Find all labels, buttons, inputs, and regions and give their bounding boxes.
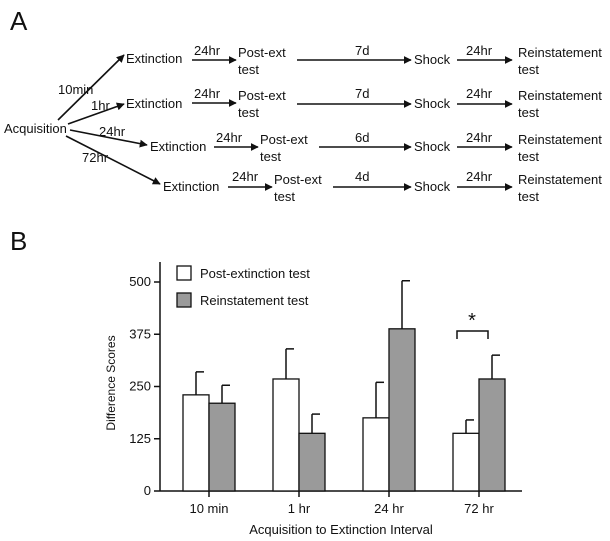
y-tick-label: 500: [129, 274, 151, 289]
wait-label: 7d: [355, 86, 369, 101]
reinstatement-test-label-line2: test: [518, 105, 539, 120]
legend-label-post-extinction: Post-extinction test: [200, 266, 310, 281]
protocol-row-24hr: Extinction 24hr Post-ext test 6d Shock 2…: [150, 130, 602, 164]
protocol-row-1hr: Extinction 24hr Post-ext test 7d Shock 2…: [126, 86, 602, 120]
reinstatement-test-label-line1: Reinstatement: [518, 88, 602, 103]
wait-label: 7d: [355, 43, 369, 58]
x-axis-title: Acquisition to Extinction Interval: [249, 522, 433, 537]
extinction-delay-label: 24hr: [216, 130, 243, 145]
bracket-line: [456, 330, 489, 339]
bar-post-extinction-1: [272, 378, 300, 492]
extinction-delay-label: 24hr: [194, 86, 221, 101]
extinction-label: Extinction: [126, 51, 182, 66]
significance-asterisk: *: [468, 310, 476, 332]
shock-label: Shock: [414, 96, 451, 111]
branch-arrow-10min: [57, 54, 125, 121]
shock-label: Shock: [414, 52, 451, 67]
acquisition-label: Acquisition: [4, 121, 67, 136]
post-ext-test-label-line2: test: [260, 149, 281, 164]
interval-label-10min: 10min: [58, 82, 93, 97]
y-axis-title: Difference Scores: [104, 335, 118, 430]
x-axis-ticks: 10 min 1 hr 24 hr 72 hr: [189, 491, 494, 516]
extinction-label: Extinction: [126, 96, 182, 111]
bar-post-extinction-2: [362, 417, 390, 492]
interval-label-1hr: 1hr: [91, 98, 110, 113]
post-ext-test-label-line1: Post-ext: [274, 172, 322, 187]
bar-reinstatement-2: [388, 328, 416, 492]
x-tick-label: 72 hr: [464, 501, 494, 516]
shock-label: Shock: [414, 179, 451, 194]
extinction-label: Extinction: [150, 139, 206, 154]
interval-label-72hr: 72hr: [82, 150, 109, 165]
extinction-label: Extinction: [163, 179, 219, 194]
post-ext-test-label-line2: test: [238, 105, 259, 120]
x-tick-label: 24 hr: [374, 501, 404, 516]
significance-bracket-72hr: *: [456, 310, 489, 339]
reinstatement-test-label-line1: Reinstatement: [518, 45, 602, 60]
reinstatement-test-label-line1: Reinstatement: [518, 172, 602, 187]
protocol-row-72hr: Extinction 24hr Post-ext test 4d Shock 2…: [163, 169, 602, 204]
extinction-delay-label: 24hr: [232, 169, 259, 184]
protocol-row-10min: Extinction 24hr Post-ext test 7d Shock 2…: [126, 43, 602, 77]
reinstatement-delay-label: 24hr: [466, 169, 493, 184]
reinstatement-test-label-line2: test: [518, 189, 539, 204]
branch-arrow-1hr: [67, 102, 125, 125]
panel-a-label: A: [10, 6, 28, 36]
post-ext-test-label-line2: test: [238, 62, 259, 77]
wait-label: 6d: [355, 130, 369, 145]
post-ext-test-label-line1: Post-ext: [260, 132, 308, 147]
bar-post-extinction-0: [182, 394, 210, 492]
reinstatement-delay-label: 24hr: [466, 43, 493, 58]
bar-reinstatement-1: [298, 432, 326, 492]
branch-arrow-24hr: [69, 129, 148, 148]
bar-reinstatement-3: [478, 378, 506, 492]
legend: Post-extinction test Reinstatement test: [176, 265, 310, 308]
y-axis-ticks: 0 125 250 375 500: [129, 274, 160, 498]
shock-label: Shock: [414, 139, 451, 154]
legend-swatch-post-extinction: [176, 265, 192, 281]
reinstatement-test-label-line2: test: [518, 149, 539, 164]
reinstatement-delay-label: 24hr: [466, 86, 493, 101]
x-tick-label: 10 min: [189, 501, 228, 516]
wait-label: 4d: [355, 169, 369, 184]
legend-label-reinstatement: Reinstatement test: [200, 293, 309, 308]
y-tick-label: 125: [129, 431, 151, 446]
x-tick-label: 1 hr: [288, 501, 311, 516]
panel-b-bar-chart: B 0 125 250 375 500 10 min 1 hr 24 hr 72 hr Dif…: [10, 226, 522, 537]
panel-a-protocol-diagram: A Acquisition 10min 1hr 24hr 72hr Extinc…: [4, 6, 602, 204]
post-ext-test-label-line2: test: [274, 189, 295, 204]
y-tick-label: 375: [129, 326, 151, 341]
panel-b-label: B: [10, 226, 27, 256]
legend-swatch-reinstatement: [176, 292, 192, 308]
post-ext-test-label-line1: Post-ext: [238, 45, 286, 60]
extinction-delay-label: 24hr: [194, 43, 221, 58]
y-tick-label: 0: [144, 483, 151, 498]
interval-label-24hr: 24hr: [99, 124, 126, 139]
y-tick-label: 250: [129, 379, 151, 394]
post-ext-test-label-line1: Post-ext: [238, 88, 286, 103]
reinstatement-test-label-line2: test: [518, 62, 539, 77]
reinstatement-delay-label: 24hr: [466, 130, 493, 145]
reinstatement-test-label-line1: Reinstatement: [518, 132, 602, 147]
branch-arrow-72hr: [65, 135, 161, 185]
bar-post-extinction-3: [452, 432, 480, 492]
bars: [182, 279, 506, 492]
bar-reinstatement-0: [208, 402, 236, 492]
